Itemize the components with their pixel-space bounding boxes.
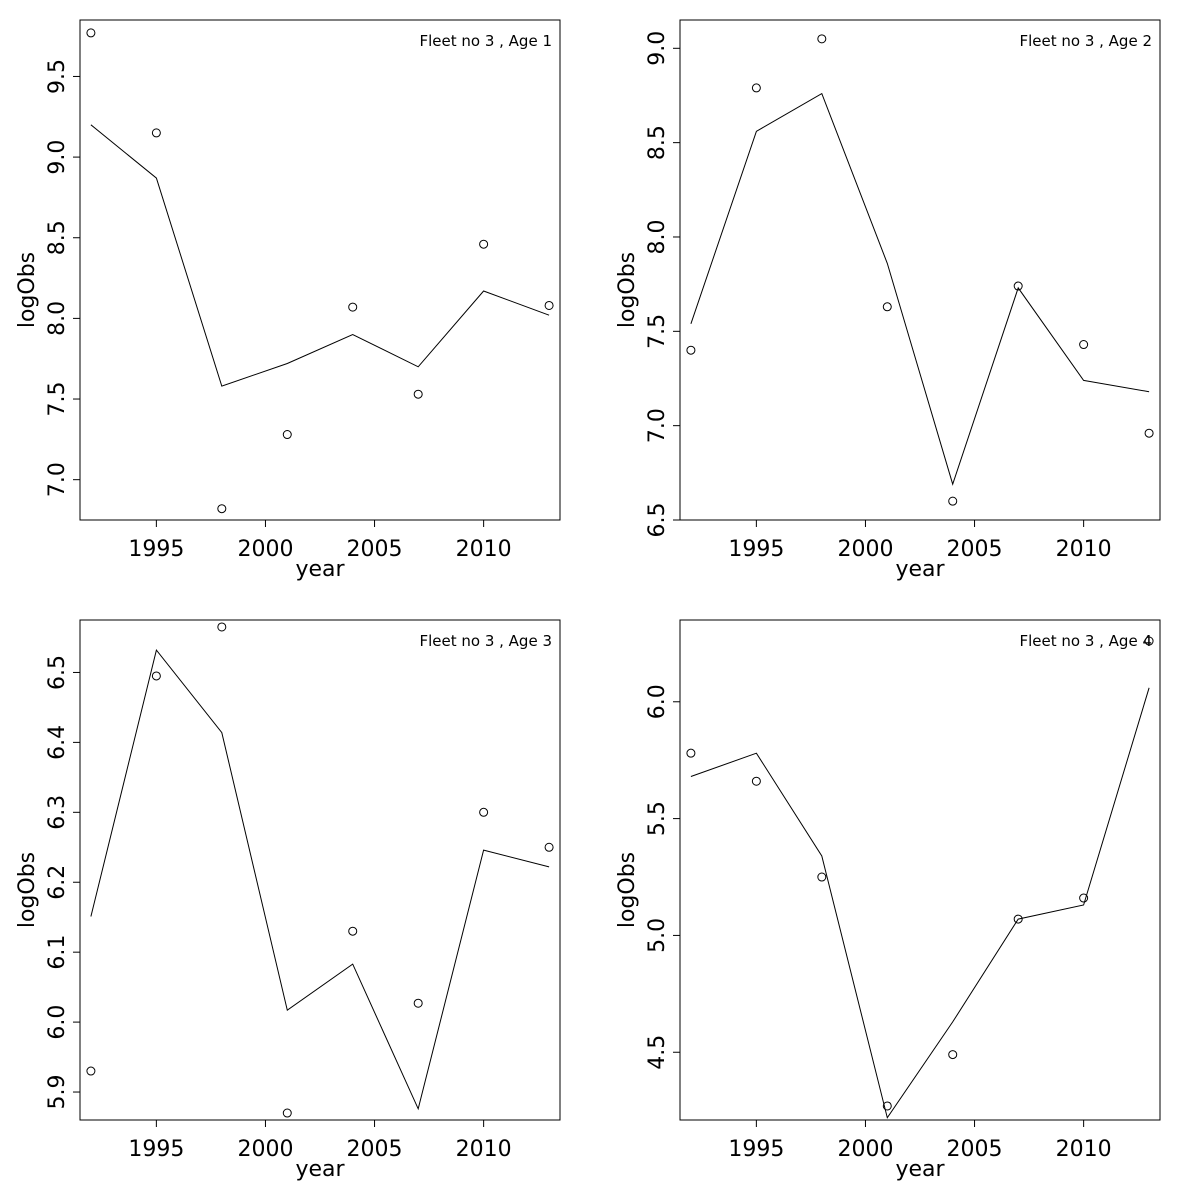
- observed-point: [348, 302, 358, 312]
- fitted-line: [690, 687, 1150, 1119]
- x-tick-label: 1995: [128, 1137, 184, 1162]
- observed-point: [751, 83, 761, 93]
- x-tick-label: 2000: [237, 1137, 293, 1162]
- observed-point: [282, 1108, 292, 1118]
- observed-point: [817, 34, 827, 44]
- observed-point: [479, 807, 489, 817]
- fitted-line: [90, 648, 550, 1111]
- observed-point: [948, 1050, 958, 1060]
- observed-point: [413, 998, 423, 1008]
- observed-point: [217, 622, 227, 632]
- y-tick-label: 8.0: [45, 301, 70, 336]
- observed-point: [1079, 340, 1089, 350]
- y-tick-label: 8.5: [645, 125, 670, 160]
- x-tick-label: 2005: [947, 537, 1003, 562]
- x-tick-label: 2005: [347, 1137, 403, 1162]
- y-tick-label: 7.5: [45, 382, 70, 417]
- x-axis-title: year: [895, 1157, 945, 1182]
- x-tick-label: 2010: [1056, 537, 1112, 562]
- panel-4: 1995 2000 2005 2010 4.5 5.0 5.5 6.0 year logObs Fl…: [615, 619, 1161, 1182]
- observed-point: [86, 1066, 96, 1076]
- y-tick-label: 9.5: [45, 59, 70, 94]
- observed-point: [882, 1101, 892, 1111]
- x-tick-label: 1995: [728, 1137, 784, 1162]
- panel-title: Fleet no 3 , Age 3: [419, 632, 552, 650]
- x-tick-label: 2010: [456, 537, 512, 562]
- x-tick-label: 1995: [128, 537, 184, 562]
- x-axis-title: year: [895, 557, 945, 582]
- panel-3: 1995 2000 2005 2010 5.9 6.0 6.1 6.2 6.3 6.4 6.5 yea…: [15, 619, 561, 1182]
- y-tick-label: 8.0: [645, 219, 670, 254]
- y-tick-label: 6.1: [45, 935, 70, 970]
- y-axis-title: logObs: [15, 852, 40, 928]
- x-tick-label: 2010: [456, 1137, 512, 1162]
- y-tick-label: 5.0: [645, 918, 670, 953]
- observed-point: [1144, 428, 1154, 438]
- panel-title: Fleet no 3 , Age 1: [419, 32, 552, 50]
- observed-point: [413, 389, 423, 399]
- x-tick-label: 2005: [347, 537, 403, 562]
- y-tick-label: 6.0: [645, 684, 670, 719]
- observed-point: [479, 239, 489, 249]
- y-tick-label: 6.4: [45, 725, 70, 760]
- y-tick-label: 8.5: [45, 220, 70, 255]
- y-tick-label: 7.5: [645, 314, 670, 349]
- observed-point: [348, 926, 358, 936]
- x-tick-label: 2000: [837, 1137, 893, 1162]
- panel-2: 1995 2000 2005 2010 6.5 7.0 7.5 8.0 8.5 9.0 year lo…: [615, 19, 1161, 582]
- plot-frame: [79, 619, 561, 1121]
- observed-point: [817, 872, 827, 882]
- y-tick-label: 5.5: [645, 801, 670, 836]
- x-tick-label: 2010: [1056, 1137, 1112, 1162]
- observed-point: [544, 300, 554, 310]
- y-tick-label: 4.5: [645, 1035, 670, 1070]
- observed-point: [217, 504, 227, 514]
- observed-point: [686, 345, 696, 355]
- observed-point: [1144, 636, 1154, 646]
- y-tick-label: 6.5: [45, 655, 70, 690]
- observed-point: [151, 128, 161, 138]
- panel-title: Fleet no 3 , Age 2: [1019, 32, 1152, 50]
- x-tick-label: 2000: [237, 537, 293, 562]
- y-tick-label: 9.0: [45, 140, 70, 175]
- y-tick-label: 6.0: [45, 1005, 70, 1040]
- y-tick-label: 7.0: [45, 462, 70, 497]
- x-tick-label: 2005: [947, 1137, 1003, 1162]
- x-tick-label: 2000: [837, 537, 893, 562]
- y-tick-label: 6.5: [645, 503, 670, 538]
- observed-point: [282, 430, 292, 440]
- observed-point: [686, 748, 696, 758]
- fitted-line: [90, 124, 550, 387]
- observed-point: [544, 842, 554, 852]
- plot-frame: [679, 19, 1161, 521]
- x-tick-label: 1995: [728, 537, 784, 562]
- y-tick-label: 5.9: [45, 1075, 70, 1110]
- observed-point: [1013, 914, 1023, 924]
- observed-point: [751, 776, 761, 786]
- y-axis-title: logObs: [615, 852, 640, 928]
- fitted-line: [690, 92, 1150, 486]
- y-tick-label: 7.0: [645, 408, 670, 443]
- panel-1: 1995 2000 2005 2010 7.0 7.5 8.0 8.5 9.0 9.5 year lo…: [15, 19, 561, 582]
- x-axis-title: year: [295, 557, 345, 582]
- observed-point: [948, 496, 958, 506]
- observed-point: [86, 28, 96, 38]
- observed-point: [151, 671, 161, 681]
- panel-title: Fleet no 3 , Age 4: [1019, 632, 1152, 650]
- observed-point: [1013, 281, 1023, 291]
- plot-frame: [79, 19, 561, 521]
- y-tick-label: 6.3: [45, 795, 70, 830]
- plot-frame: [679, 619, 1161, 1121]
- observed-point: [882, 302, 892, 312]
- y-axis-title: logObs: [15, 252, 40, 328]
- y-tick-label: 6.2: [45, 865, 70, 900]
- y-tick-label: 9.0: [645, 31, 670, 66]
- observed-point: [1079, 893, 1089, 903]
- y-axis-title: logObs: [615, 252, 640, 328]
- x-axis-title: year: [295, 1157, 345, 1182]
